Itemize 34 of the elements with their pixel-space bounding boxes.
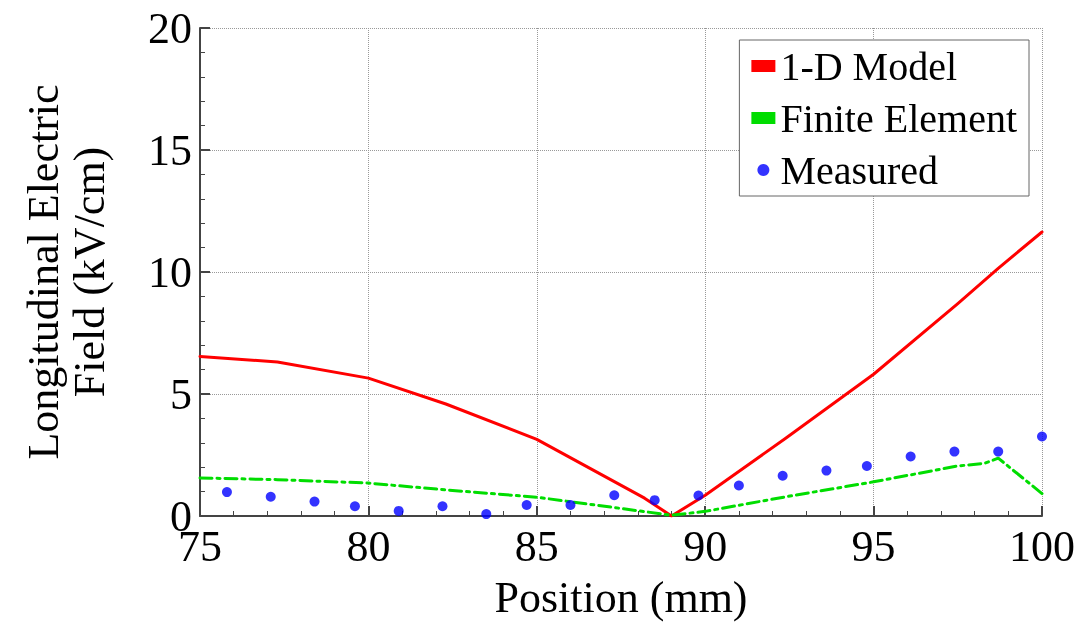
point: [609, 490, 620, 501]
legend-label: 1-D Model: [780, 43, 958, 89]
x-axis-title: Position (mm): [494, 572, 748, 622]
legend-label: Measured: [780, 147, 939, 193]
x-tick-label: 100: [1009, 521, 1075, 571]
point: [393, 505, 404, 516]
y-tick-label: 10: [148, 247, 192, 297]
point: [905, 451, 916, 462]
point: [821, 465, 832, 476]
point: [649, 495, 660, 506]
x-tick-label: 80: [346, 521, 391, 571]
y-tick-label: 15: [148, 125, 192, 175]
y-axis-title: Longitudinal Electric Field (kV/cm): [18, 84, 114, 460]
point: [481, 509, 492, 520]
point: [309, 496, 320, 507]
point: [993, 446, 1004, 457]
point: [221, 487, 232, 498]
point: [521, 500, 532, 511]
point: [861, 460, 872, 471]
point: [349, 501, 360, 512]
y-tick-label: 20: [148, 3, 192, 53]
x-tick-label: 85: [514, 521, 559, 571]
legend-label: Finite Element: [780, 95, 1017, 141]
point: [265, 491, 276, 502]
point: [437, 501, 448, 512]
point: [733, 480, 744, 491]
point: [1037, 431, 1047, 442]
point: [949, 446, 960, 457]
x-tick-label: 90: [683, 521, 728, 571]
point: [565, 500, 576, 511]
point: [693, 490, 704, 501]
y-tick-label: 5: [170, 369, 192, 419]
point: [777, 470, 788, 481]
x-tick-label: 95: [851, 521, 896, 571]
